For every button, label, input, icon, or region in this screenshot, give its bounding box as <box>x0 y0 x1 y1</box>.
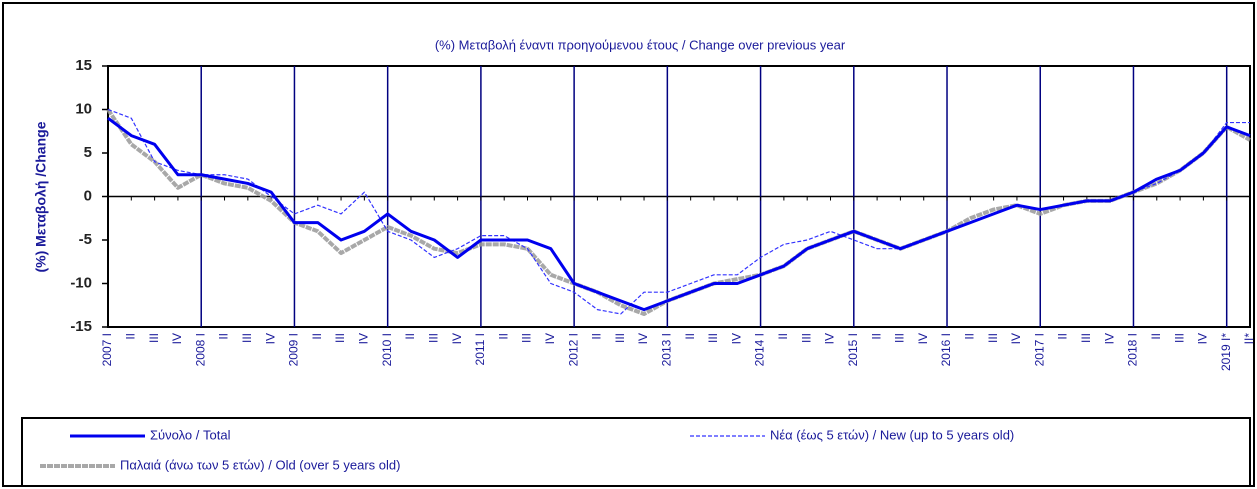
y-tick-label: 0 <box>84 187 92 204</box>
x-tick-label: IV <box>636 333 650 344</box>
series-line <box>107 108 1250 315</box>
x-tick-label: III <box>333 333 347 343</box>
x-tick-label: 2012 I <box>566 333 580 366</box>
y-tick-label: 10 <box>75 100 92 117</box>
series-line <box>107 116 1251 312</box>
x-tick-label: 2011 I <box>473 333 487 365</box>
chart-title: (%) Μεταβολή έναντι προηγούμενου έτους /… <box>435 37 846 52</box>
x-tick-label: II* <box>1242 333 1256 345</box>
x-tick-label: III <box>613 333 627 343</box>
x-tick-label: 2009 I <box>287 333 301 366</box>
legend-label: Νέα (έως 5 ετών) / New (up to 5 years ol… <box>770 427 1014 442</box>
x-tick-label: IV <box>1196 333 1210 344</box>
x-tick-label: 2007 I <box>100 333 114 366</box>
x-tick-label: II <box>217 333 231 340</box>
x-tick-label: II <box>123 333 137 340</box>
x-tick-label: III <box>706 333 720 343</box>
x-tick-label: IV <box>357 333 371 344</box>
x-tick-label: 2010 I <box>380 333 394 366</box>
x-tick-label: III <box>986 333 1000 343</box>
x-tick-label: III <box>1079 333 1093 343</box>
legend <box>21 417 1251 487</box>
x-tick-label: II <box>776 333 790 340</box>
x-tick-label: II <box>1149 333 1163 340</box>
x-tick-label: 2017 I <box>1032 333 1046 366</box>
x-tick-label: 2019 I* <box>1219 333 1233 371</box>
x-tick-label: III <box>147 333 161 343</box>
x-tick-label: III <box>1172 333 1186 343</box>
legend-label: Σύνολο / Total <box>150 427 231 442</box>
x-tick-label: II <box>590 333 604 340</box>
x-tick-label: II <box>869 333 883 340</box>
x-tick-label: II <box>1056 333 1070 340</box>
y-tick-label: -5 <box>79 231 92 248</box>
x-tick-label: IV <box>1102 333 1116 344</box>
x-tick-label: IV <box>450 333 464 344</box>
x-tick-label: 2013 I <box>660 333 674 366</box>
series-line <box>106 108 1251 316</box>
x-tick-label: III <box>893 333 907 343</box>
x-tick-label: 2008 I <box>193 333 207 366</box>
x-tick-label: IV <box>170 333 184 344</box>
x-tick-label: IV <box>823 333 837 344</box>
x-tick-label: IV <box>543 333 557 344</box>
x-tick-label: II <box>962 333 976 340</box>
x-tick-label: III <box>426 333 440 343</box>
y-tick-label: 15 <box>75 57 92 74</box>
x-tick-label: IV <box>729 333 743 344</box>
x-tick-label: IV <box>263 333 277 344</box>
x-tick-label: II <box>683 333 697 340</box>
y-tick-label: -10 <box>70 274 92 291</box>
x-tick-label: II <box>403 333 417 340</box>
x-tick-label: IV <box>1009 333 1023 344</box>
x-tick-label: III <box>520 333 534 343</box>
x-tick-label: 2015 I <box>846 333 860 366</box>
x-tick-label: IV <box>916 333 930 344</box>
x-tick-label: 2018 I <box>1126 333 1140 366</box>
x-tick-label: II <box>310 333 324 340</box>
legend-label: Παλαιά (άνω των 5 ετών) / Old (over 5 ye… <box>120 457 400 472</box>
y-axis-label: (%) Μεταβολή /Change <box>33 121 49 272</box>
y-tick-label: -15 <box>70 318 92 335</box>
y-tick-label: 5 <box>84 144 92 161</box>
x-tick-label: III <box>240 333 254 343</box>
x-tick-label: III <box>799 333 813 343</box>
x-tick-label: II <box>496 333 510 340</box>
x-tick-label: 2014 I <box>753 333 767 366</box>
x-tick-label: 2016 I <box>939 333 953 366</box>
